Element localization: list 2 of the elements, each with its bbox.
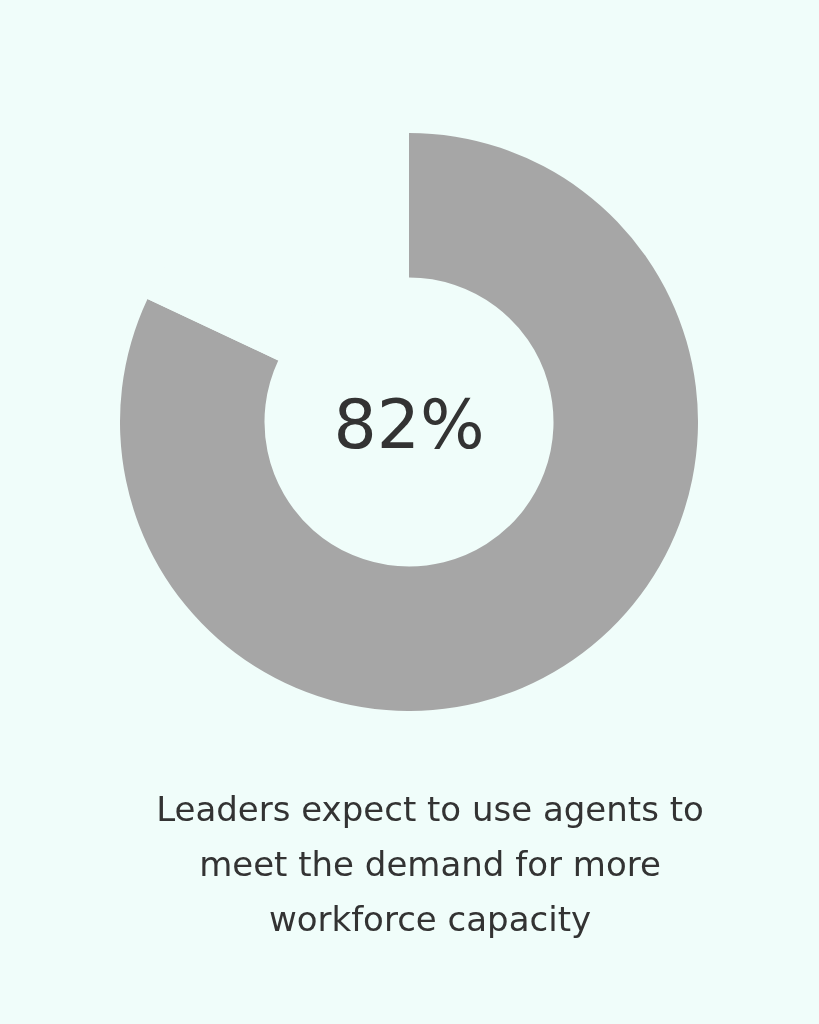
text: 82% <box>332 384 486 466</box>
text: Leaders expect to use agents to meet the demand for more workforce capacity <box>155 788 705 941</box>
